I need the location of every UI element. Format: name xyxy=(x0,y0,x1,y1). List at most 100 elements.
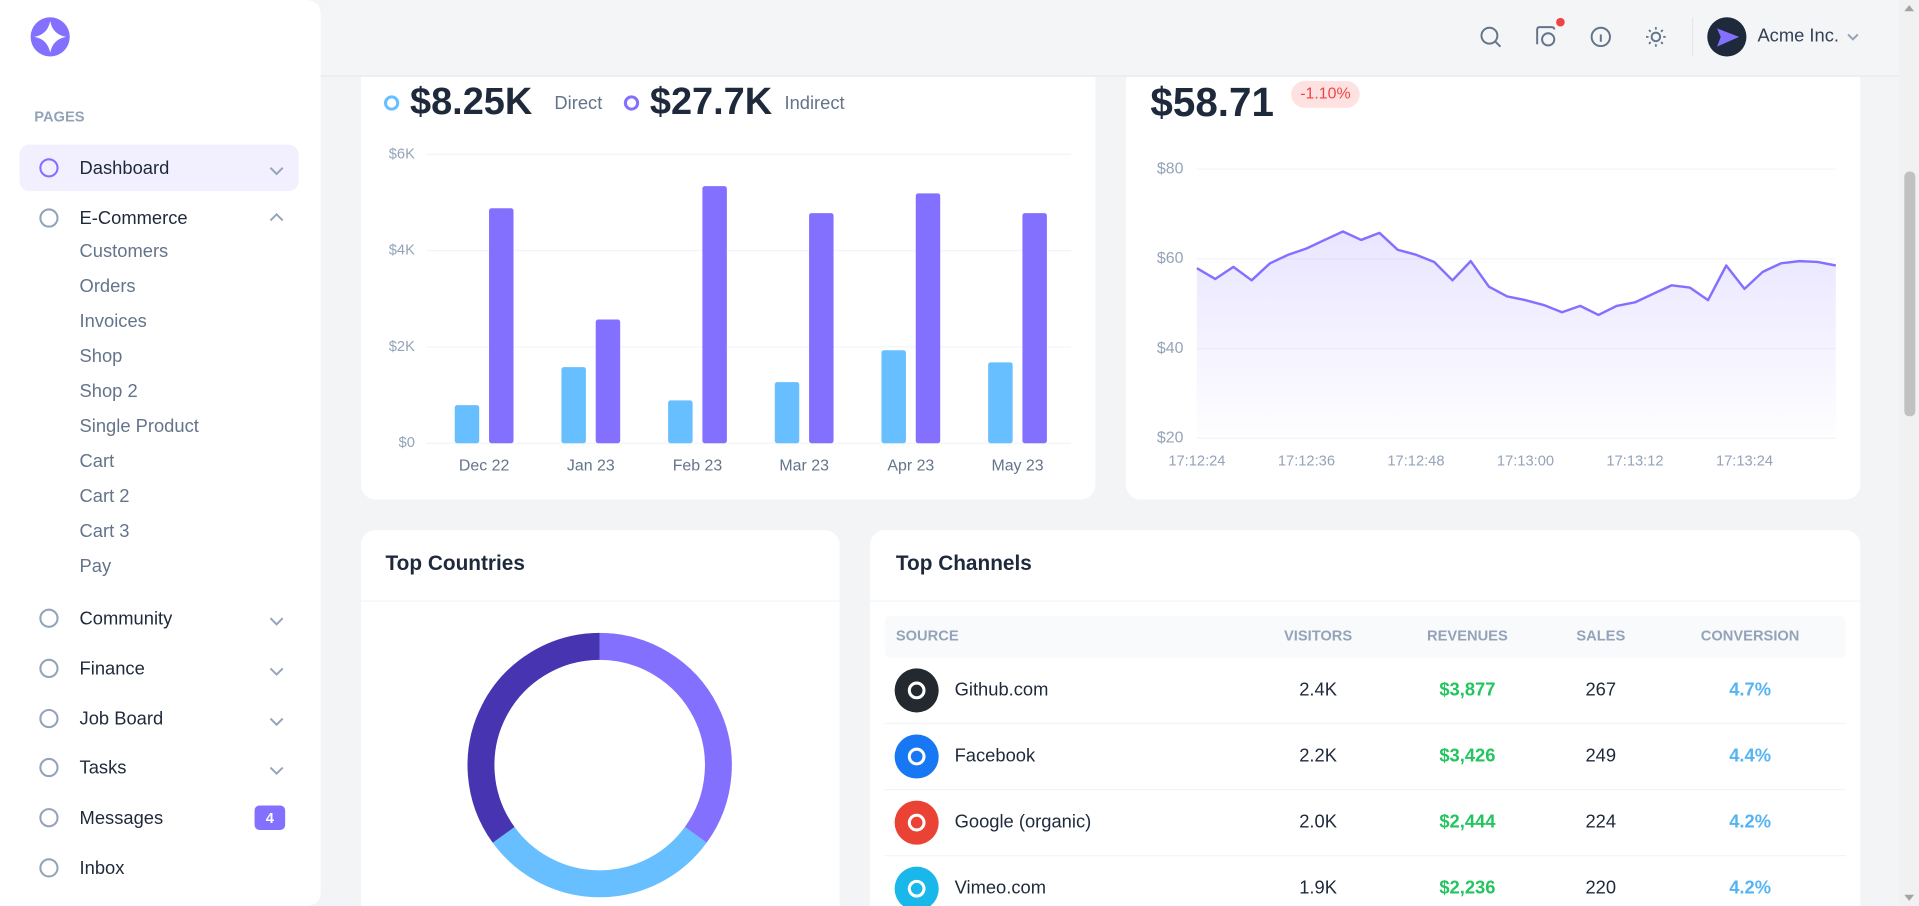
nav-subitem[interactable]: Cart 3 xyxy=(80,520,130,541)
nav-chevron xyxy=(269,167,284,176)
table-cell: 267 xyxy=(1585,678,1616,699)
x-tick-label: Feb 23 xyxy=(673,458,723,475)
messages-button[interactable] xyxy=(1536,26,1556,45)
sun-ray xyxy=(1648,29,1652,33)
nav-chevron xyxy=(269,617,284,626)
legend-total: $27.7K xyxy=(650,81,773,123)
info-button[interactable] xyxy=(1590,26,1611,48)
bar xyxy=(774,382,800,444)
table-cell: $2,444 xyxy=(1439,810,1496,831)
nav-item[interactable]: Finance xyxy=(80,657,145,678)
scroll-down[interactable] xyxy=(1904,894,1915,901)
nav-icon xyxy=(39,658,59,679)
nav-item[interactable]: Job Board xyxy=(80,708,164,729)
bar xyxy=(454,405,480,444)
source-icon-glyph xyxy=(907,747,926,766)
table-cell: 1.9K xyxy=(1299,877,1338,898)
table-cell: 249 xyxy=(1585,744,1616,765)
y-tick-label: $80 xyxy=(1157,160,1184,177)
x-tick-label: 17:13:12 xyxy=(1606,453,1663,469)
nav-item[interactable]: Dashboard xyxy=(80,157,170,178)
table-cell: 4.2% xyxy=(1729,877,1771,898)
card xyxy=(870,530,1861,906)
nav-subitem[interactable]: Single Product xyxy=(80,415,199,436)
x-tick-label: May 23 xyxy=(991,458,1043,475)
y-tick-label: $2K xyxy=(389,339,415,355)
table-cell: 220 xyxy=(1585,877,1616,898)
nav-icon xyxy=(39,708,59,729)
bar xyxy=(702,186,727,444)
search-handle xyxy=(1494,41,1502,48)
source-icon xyxy=(894,866,939,906)
nav-item[interactable]: Tasks xyxy=(80,757,127,778)
sun-ray xyxy=(1648,41,1652,45)
nav-item[interactable]: Inbox xyxy=(80,857,125,878)
sun-ray xyxy=(1660,29,1664,33)
nav-subitem[interactable]: Pay xyxy=(80,555,112,576)
nav-icon xyxy=(39,757,59,778)
nav-icon xyxy=(39,608,59,628)
legend-swatch xyxy=(623,95,640,111)
source-icon xyxy=(894,668,939,713)
nav-icon xyxy=(39,158,59,178)
bar xyxy=(881,350,906,444)
account-name: Acme Inc. xyxy=(1757,25,1839,46)
x-tick-label: 17:12:36 xyxy=(1278,453,1335,469)
nav-badge xyxy=(254,805,286,830)
table-cell: 2.0K xyxy=(1299,810,1338,831)
theme-button[interactable] xyxy=(1650,31,1662,43)
y-tick-label: $40 xyxy=(1157,340,1184,357)
y-tick-label: $0 xyxy=(399,435,415,451)
bar xyxy=(561,367,586,444)
source-icon xyxy=(894,800,939,845)
nav-subitem[interactable]: Cart xyxy=(80,450,115,471)
source-name: Vimeo.com xyxy=(955,877,1046,898)
legend-swatch xyxy=(383,95,400,111)
column-header: SALES xyxy=(1576,628,1625,644)
source-icon-glyph xyxy=(907,813,926,832)
y-tick-label: $4K xyxy=(389,243,415,259)
card xyxy=(361,530,840,906)
table-cell: 4.2% xyxy=(1729,810,1771,831)
bar xyxy=(809,213,834,444)
source-name: Google (organic) xyxy=(955,810,1092,831)
nav-subitem[interactable]: Shop xyxy=(80,345,123,366)
nav-subitem[interactable]: Customers xyxy=(80,240,169,261)
nav-icon xyxy=(39,858,59,878)
table-header xyxy=(884,615,1846,658)
table-cell: 224 xyxy=(1585,810,1616,831)
bar xyxy=(1022,213,1047,444)
nav-item[interactable]: Messages xyxy=(80,807,164,828)
donut-segment xyxy=(492,826,707,898)
table-cell: 2.4K xyxy=(1299,678,1338,699)
nav-badge-label: 4 xyxy=(266,811,275,827)
legend-label: Indirect xyxy=(784,92,844,113)
search-button[interactable] xyxy=(1480,26,1499,45)
nav-item[interactable]: E-Commerce xyxy=(80,207,188,228)
nav-subitem[interactable]: Shop 2 xyxy=(80,380,138,401)
bar xyxy=(915,193,941,444)
nav-item[interactable]: Community xyxy=(80,607,174,628)
notification-dot xyxy=(1556,17,1565,27)
source-name: Facebook xyxy=(955,744,1036,765)
scrollbar-thumb[interactable] xyxy=(1904,171,1916,417)
x-tick-label: 17:13:00 xyxy=(1497,453,1554,469)
source-icon-glyph xyxy=(907,681,926,700)
bar xyxy=(595,319,621,444)
card-title: Top Channels xyxy=(896,552,1032,575)
active-item xyxy=(19,144,299,192)
x-tick-label: 17:12:48 xyxy=(1387,453,1444,469)
nav-subitem[interactable]: Invoices xyxy=(80,310,147,331)
nav-subitem[interactable]: Orders xyxy=(80,275,136,296)
scroll-up[interactable] xyxy=(1904,5,1915,12)
nav-chevron xyxy=(269,212,284,222)
column-header: VISITORS xyxy=(1284,628,1352,644)
source-icon-glyph xyxy=(907,879,926,898)
y-tick-label: $60 xyxy=(1157,250,1184,267)
nav-subitem[interactable]: Cart 2 xyxy=(80,485,130,506)
table-cell: 4.7% xyxy=(1729,678,1771,699)
avatar-glyph xyxy=(1717,28,1740,47)
x-tick-label: Jan 23 xyxy=(567,458,615,475)
nav-icon xyxy=(39,208,59,228)
